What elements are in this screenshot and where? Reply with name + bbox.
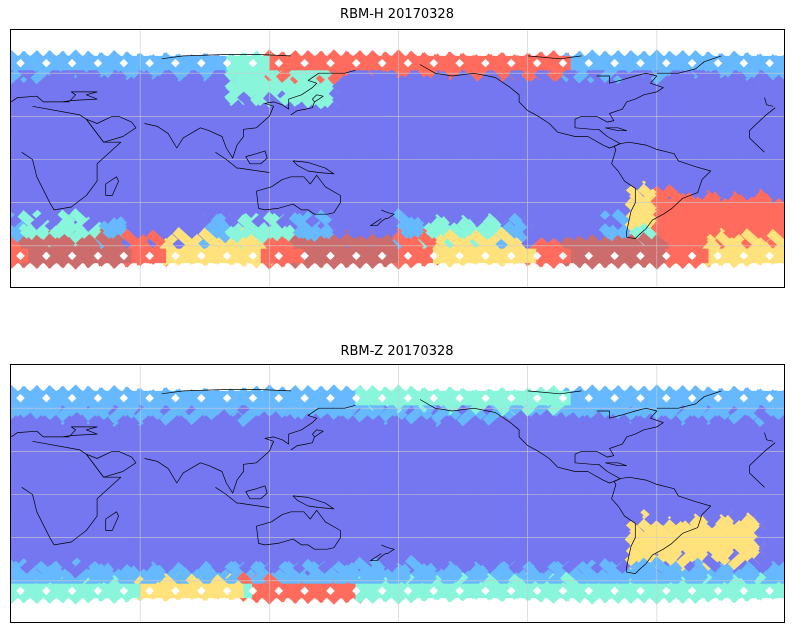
- coastlines: [11, 389, 776, 574]
- swath-layer: [11, 49, 784, 270]
- panel-title-bottom: RBM-Z 20170328: [340, 344, 454, 359]
- coastlines: [11, 54, 776, 239]
- swath-layer: [11, 384, 784, 605]
- map-top: [10, 29, 785, 288]
- map-canvas-top: [11, 30, 784, 287]
- map-bottom: [10, 364, 785, 623]
- map-canvas-bottom: [11, 365, 784, 622]
- panel-title-top: RBM-H 20170328: [340, 7, 454, 22]
